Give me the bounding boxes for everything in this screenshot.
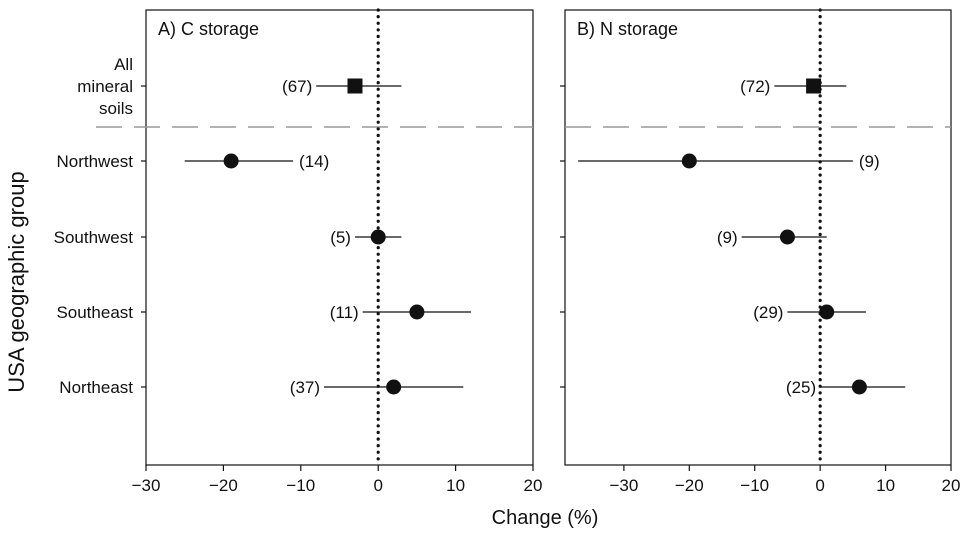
x-tick-label: 20: [942, 476, 961, 495]
mean-marker-circle: [386, 379, 402, 395]
sample-size-label: (25): [786, 378, 816, 397]
mean-marker-circle: [779, 229, 795, 245]
mean-marker-square: [347, 78, 363, 94]
row-label: Southwest: [54, 228, 134, 247]
sample-size-label: (5): [330, 228, 351, 247]
chart-panel-b: B) N storage −30 −20 −10 0 10 20 (72) (9) (9) (29)…: [560, 8, 961, 495]
mean-marker-square: [806, 78, 822, 94]
mean-marker-circle: [223, 153, 239, 169]
x-tick-label: 10: [876, 476, 895, 495]
row-label: Northwest: [56, 152, 133, 171]
sample-size-label: (9): [859, 152, 880, 171]
sample-size-label: (11): [330, 303, 359, 322]
sample-size-label: (9): [717, 228, 738, 247]
chart-panel-a: A) C storage −30 −20 −10 0 10 20 All mineral soil…: [54, 8, 543, 495]
sample-size-label: (14): [299, 152, 329, 171]
row-label: All: [114, 55, 133, 74]
x-tick-label: −20: [675, 476, 704, 495]
sample-size-label: (67): [282, 77, 312, 96]
y-axis-title: USA geographic group: [4, 171, 29, 392]
x-tick-label: −30: [132, 476, 161, 495]
mean-marker-circle: [409, 304, 425, 320]
mean-marker-circle: [819, 304, 835, 320]
panel-title: B) N storage: [577, 19, 678, 39]
x-axis-title: Change (%): [492, 507, 599, 529]
sample-size-label: (72): [740, 77, 770, 96]
row-label: Southeast: [56, 303, 133, 322]
x-tick-label: 10: [446, 476, 465, 495]
row-label: Northeast: [59, 378, 133, 397]
row-label: mineral: [77, 77, 133, 96]
x-tick-label: 0: [373, 476, 382, 495]
x-tick-label: −20: [209, 476, 238, 495]
x-tick-label: −10: [740, 476, 769, 495]
x-tick-label: −30: [609, 476, 638, 495]
mean-marker-circle: [681, 153, 697, 169]
sample-size-label: (29): [753, 303, 783, 322]
mean-marker-circle: [851, 379, 867, 395]
row-label: soils: [99, 99, 133, 118]
x-tick-label: 20: [524, 476, 543, 495]
panel-title: A) C storage: [158, 19, 259, 39]
x-tick-label: 0: [815, 476, 824, 495]
sample-size-label: (37): [290, 378, 320, 397]
mean-marker-circle: [370, 229, 386, 245]
x-tick-label: −10: [286, 476, 315, 495]
